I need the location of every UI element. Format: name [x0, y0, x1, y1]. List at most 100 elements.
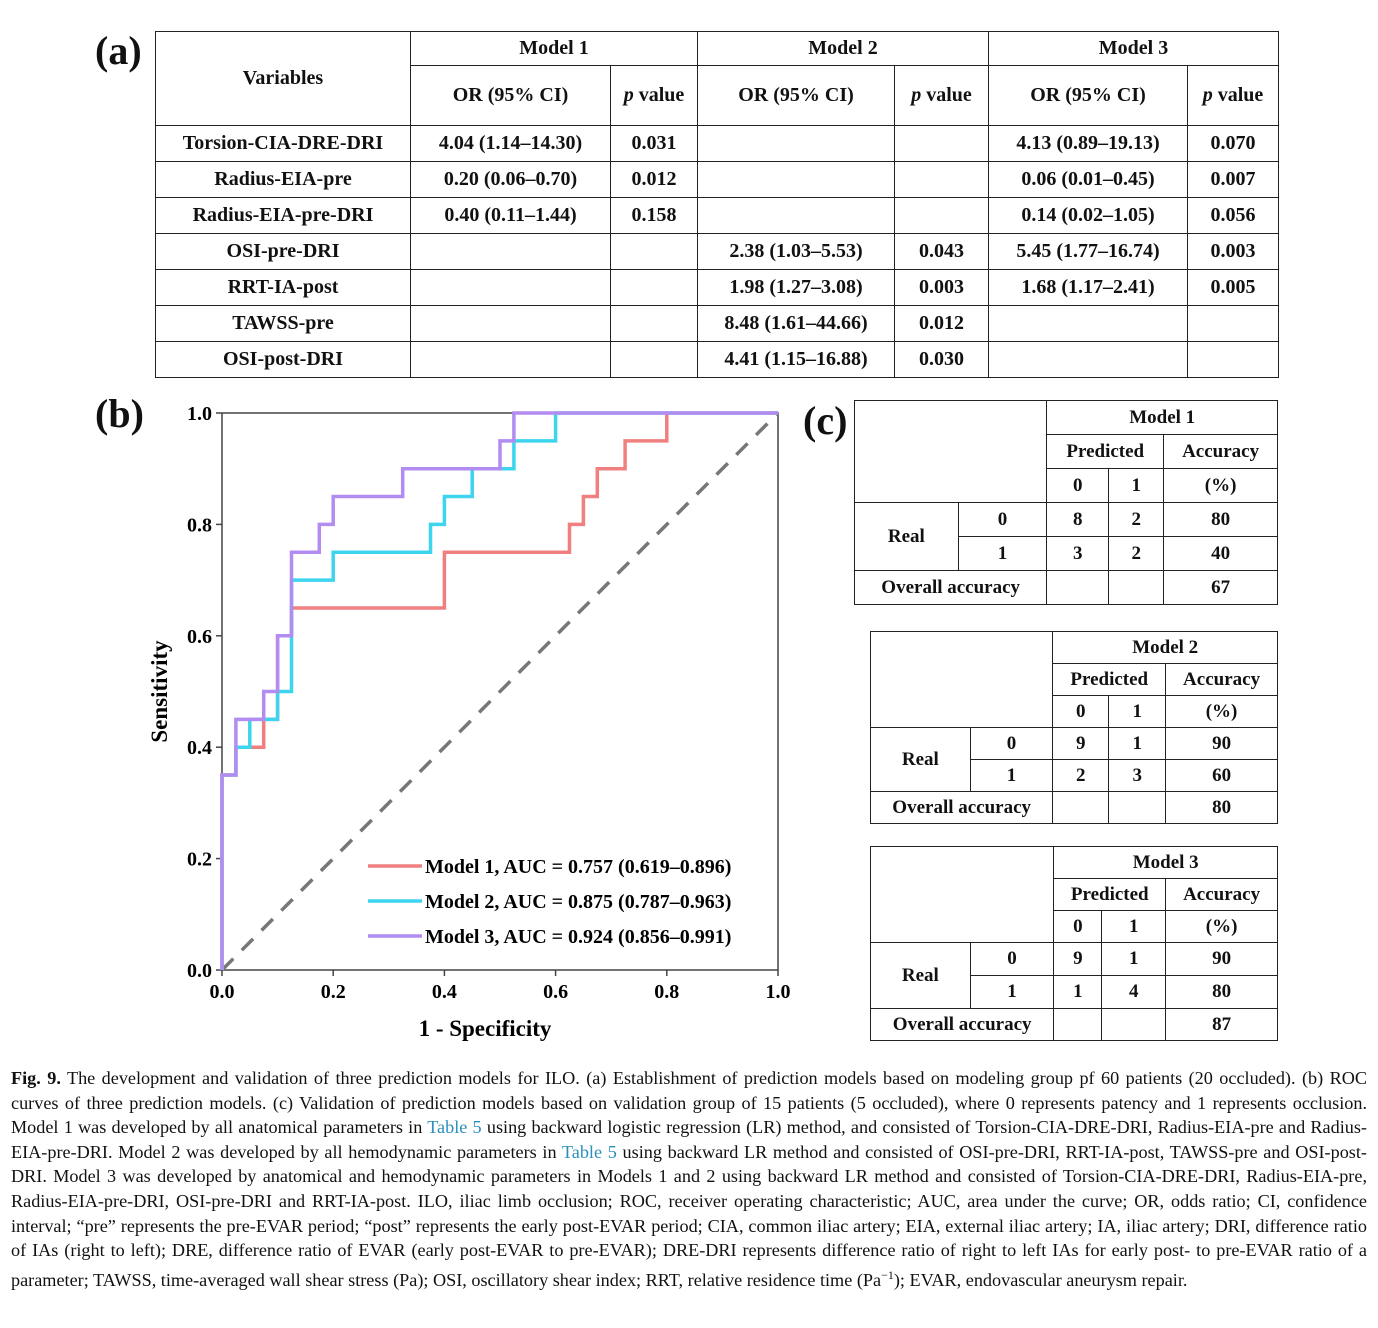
p-value-header: p value [610, 65, 698, 126]
y-tick-label: 0.8 [187, 514, 212, 536]
p-value-cell: 0.031 [610, 125, 698, 162]
variable-name: Torsion-CIA-DRE-DRI [155, 125, 411, 162]
accuracy-cell: 90 [1165, 942, 1278, 976]
odds-ratio-cell: 4.04 (1.14–14.30) [410, 125, 611, 162]
y-tick-label: 0.0 [187, 960, 212, 982]
real-1: 1 [969, 975, 1055, 1009]
legend-label-model-3: Model 3, AUC = 0.924 (0.856–0.991) [425, 926, 731, 948]
p-value-cell: 0.030 [894, 341, 989, 378]
variables-header: Variables [155, 31, 411, 126]
x-tick-label: 0.6 [543, 981, 568, 1003]
confusion-matrix-2: Model 2 Predicted Accuracy 0 1 (%) Real 0 9 1 90 1 2… [869, 631, 1278, 824]
predicted-0: 0 [1053, 910, 1103, 943]
real-0: 0 [969, 727, 1054, 760]
p-value-cell: 0.012 [894, 305, 989, 342]
table-5-link[interactable]: Table 5 [561, 1141, 617, 1162]
figure-caption: Fig. 9. The development and validation o… [11, 1066, 1367, 1292]
legend-label-model-1: Model 1, AUC = 0.757 (0.619–0.896) [425, 856, 731, 878]
count-cell: 3 [1046, 536, 1110, 571]
count-cell: 1 [1053, 975, 1103, 1009]
table-5-link[interactable]: Table 5 [427, 1117, 482, 1138]
x-axis-label: 1 - Specificity [419, 1016, 552, 1041]
odds-ratio-cell [988, 305, 1188, 342]
caption-superscript: −1 [881, 1267, 894, 1282]
count-cell: 2 [1108, 536, 1165, 571]
p-value-cell [610, 341, 698, 378]
table-row: OSI-pre-DRI 2.38 (1.03–5.53) 0.043 5.45 (1.… [155, 233, 1279, 270]
odds-ratio-cell: 5.45 (1.77–16.74) [988, 233, 1188, 270]
real-header: Real [870, 727, 971, 792]
odds-ratio-cell [410, 305, 611, 342]
panel-b-label: (b) [95, 391, 144, 436]
y-axis-label: Sensitivity [147, 640, 172, 743]
model-3-header: Model 3 [988, 31, 1279, 66]
odds-ratio-cell: 0.06 (0.01–0.45) [988, 161, 1188, 198]
predicted-1: 1 [1108, 695, 1167, 728]
variable-name: OSI-pre-DRI [155, 233, 411, 270]
real-header: Real [854, 502, 959, 571]
accuracy-header: Accuracy [1163, 434, 1278, 469]
blank-cell [853, 400, 1048, 503]
model-2-header: Model 2 [697, 31, 989, 66]
count-cell: 8 [1046, 502, 1110, 537]
caption-text: using backward LR method and consisted o… [11, 1141, 1367, 1290]
real-1: 1 [969, 759, 1054, 792]
percent-header: (%) [1165, 695, 1278, 728]
figure-number: Fig. 9. [11, 1068, 61, 1088]
odds-ratio-cell: 0.20 (0.06–0.70) [410, 161, 611, 198]
odds-ratio-cell [697, 161, 895, 198]
predicted-1: 1 [1101, 910, 1167, 943]
accuracy-cell: 90 [1165, 727, 1278, 760]
count-cell: 3 [1108, 759, 1167, 792]
p-value-cell [894, 125, 989, 162]
odds-ratio-cell [697, 125, 895, 162]
p-value-cell: 0.158 [610, 197, 698, 234]
percent-header: (%) [1165, 910, 1278, 943]
predicted-header: Predicted [1053, 878, 1167, 911]
p-value-cell [894, 197, 989, 234]
table-row: RRT-IA-post 1.98 (1.27–3.08) 0.003 1.68 (1.… [155, 269, 1279, 306]
caption-text: using backward logistic regression (LR) … [11, 1117, 1367, 1162]
or-header: OR (95% CI) [697, 65, 895, 126]
real-0: 0 [969, 942, 1055, 976]
odds-ratio-cell: 1.98 (1.27–3.08) [697, 269, 895, 306]
or-header: OR (95% CI) [410, 65, 611, 126]
odds-ratio-cell: 2.38 (1.03–5.53) [697, 233, 895, 270]
confusion-matrix-3: Model 3 Predicted Accuracy 0 1 (%) Real 0 9 1 90 1 1… [869, 846, 1278, 1041]
overall-accuracy-label: Overall accuracy [853, 570, 1048, 605]
overall-accuracy-label: Overall accuracy [869, 791, 1054, 824]
model-1-header: Model 1 [410, 31, 698, 66]
count-cell: 9 [1053, 942, 1103, 976]
plot-frame [221, 412, 779, 971]
p-value-cell: 0.012 [610, 161, 698, 198]
y-tick-label: 0.6 [187, 626, 212, 648]
percent-header: (%) [1163, 468, 1278, 503]
count-cell: 2 [1052, 759, 1110, 792]
overall-accuracy-value: 80 [1165, 791, 1278, 824]
odds-ratio-cell: 0.40 (0.11–1.44) [410, 197, 611, 234]
blank-cell [1101, 1008, 1167, 1041]
variable-name: Radius-EIA-pre-DRI [155, 197, 411, 234]
caption-text: ); EVAR, endovascular aneurysm repair. [893, 1269, 1188, 1290]
count-cell: 4 [1101, 975, 1167, 1009]
overall-accuracy-value: 87 [1165, 1008, 1278, 1041]
reference-diagonal-line [220, 411, 780, 972]
overall-accuracy-label: Overall accuracy [869, 1008, 1055, 1041]
y-tick-label: 0.2 [187, 849, 212, 871]
odds-ratio-cell: 4.13 (0.89–19.13) [988, 125, 1188, 162]
odds-ratio-cell: 8.48 (1.61–44.66) [697, 305, 895, 342]
predicted-header: Predicted [1052, 663, 1167, 696]
predicted-0: 0 [1046, 468, 1110, 503]
odds-ratio-cell [410, 341, 611, 378]
p-value-header: p value [894, 65, 989, 126]
p-value-cell: 0.003 [894, 269, 989, 306]
predicted-1: 1 [1108, 468, 1165, 503]
panel-a-label: (a) [95, 28, 142, 73]
count-cell: 1 [1101, 942, 1167, 976]
predicted-header: Predicted [1046, 434, 1165, 469]
accuracy-cell: 80 [1163, 502, 1278, 537]
count-cell: 2 [1108, 502, 1165, 537]
model-header: Model 1 [1046, 400, 1278, 435]
roc-curve-model-3 [220, 411, 778, 970]
x-tick-label: 0.4 [432, 981, 457, 1003]
